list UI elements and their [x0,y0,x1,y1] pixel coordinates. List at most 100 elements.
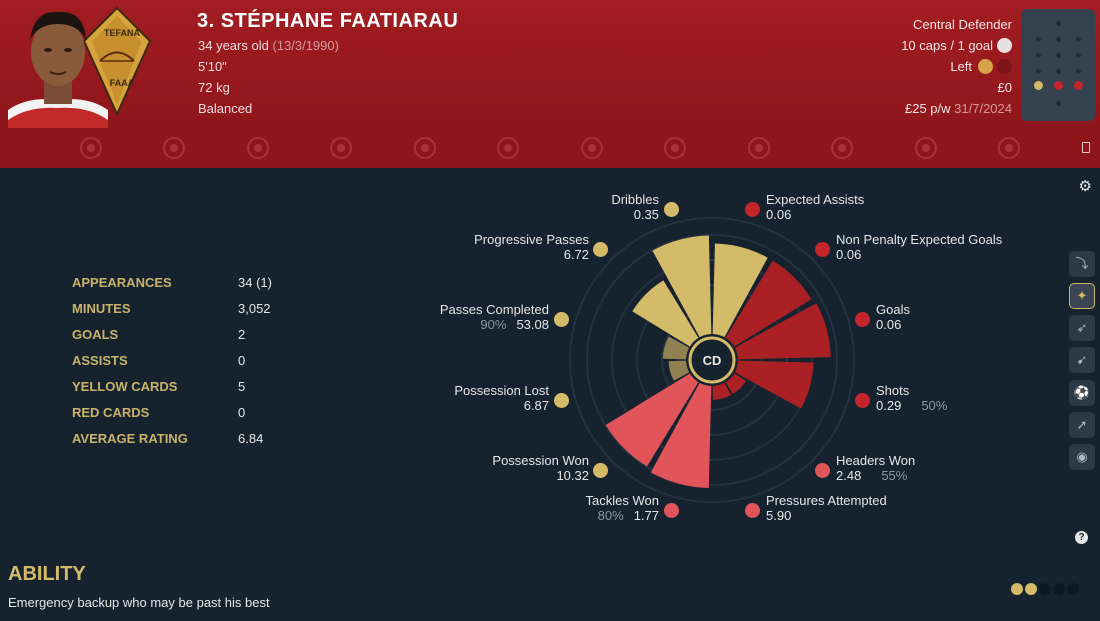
segment-name: Goals [876,302,910,317]
segment-name: Progressive Passes [474,232,589,247]
segment-name: Dribbles [611,192,659,207]
position-dot-dr [1074,81,1083,90]
segment-dot [664,503,679,518]
segment-pct: 55% [881,468,908,483]
side-view-dribble-icon[interactable]: ⚽ [1069,380,1095,406]
ability-rating [1011,582,1081,600]
tab-helmet-icon[interactable] [581,137,603,159]
radar-label-goals: Goals 0.06 [876,302,910,332]
list-icon[interactable] [1082,142,1090,153]
gear-icon[interactable]: ⚙ [1078,178,1092,195]
help-icon[interactable]: ? [1075,531,1088,544]
stat-value: 2 [238,327,246,342]
ability-description: Emergency backup who may be past his bes… [8,595,270,610]
segment-dot [745,202,760,217]
radar-label-shots: Shots 0.29 50% [876,383,947,413]
radar-wedge [650,382,712,489]
segment-name: Tackles Won [585,493,659,508]
segment-name: Headers Won [836,453,916,468]
svg-text:TEFANA: TEFANA [104,28,141,38]
player-value: £0 [997,80,1012,95]
ability-star [1067,583,1079,595]
tab-tackle-icon[interactable] [748,137,770,159]
profile-tabs-bar [0,128,1100,168]
segment-name: Possession Won [492,453,589,468]
segment-value: 0.29 [876,398,902,413]
ability-star [1025,583,1037,595]
ability-star [1011,583,1023,595]
player-contract-row: £25 p/w 31/7/2024 [905,101,1012,116]
player-foot-row: Left [950,59,1012,74]
player-age-row: 34 years old (13/3/1990) [198,38,339,53]
radar-label-progressive-passes: Progressive Passes 6.72 [474,232,589,262]
segment-value: 0.06 [876,317,902,332]
segment-value: 0.06 [836,247,862,262]
segment-name: Pressures Attempted [766,493,887,508]
club-crest: TEFANA FAAA [82,6,152,116]
tab-ram-icon[interactable] [998,137,1020,159]
side-view-run-icon[interactable]: ➹ [1069,347,1095,373]
player-height: 5'10" [198,59,227,74]
position-pitch[interactable] [1021,9,1095,121]
player-wage: £25 p/w [904,101,951,116]
segment-dot [855,393,870,408]
segment-pct: 50% [921,398,948,413]
side-view-tackle-icon[interactable]: ⤵ [1069,251,1095,277]
tab-target-icon[interactable] [915,137,937,159]
segment-dot [664,202,679,217]
segment-dot [855,312,870,327]
stat-label: RED CARDS [72,405,150,420]
radar-label-npxg: Non Penalty Expected Goals 0.06 [836,232,1002,262]
radar-label-possession-won: Possession Won 10.32 [492,453,589,483]
center-badge [688,336,736,384]
segment-dot [815,242,830,257]
radar-wedge [662,336,690,360]
radar-wedge [712,382,732,400]
nation-flag-icon [997,38,1012,53]
radar-ring [636,284,788,436]
segment-name: Non Penalty Expected Goals [836,232,1003,247]
radar-label-dribbles: Dribbles 0.35 [611,192,659,222]
segment-pct: 90% [480,317,507,332]
stat-label: GOALS [72,327,119,342]
player-foot: Left [950,59,972,74]
segment-name: Expected Assists [766,192,865,207]
radar-label-passes-completed: Passes Completed 90% 53.08 [440,302,549,332]
segment-pct: 80% [597,508,624,523]
position-dot-dl [1034,81,1043,90]
player-age: 34 years old [198,38,269,53]
segment-value: 6.72 [563,247,589,262]
ability-title: ABILITY [8,563,86,585]
radar-wedge [632,280,699,347]
tab-anchor-icon[interactable] [80,137,102,159]
side-view-shoot-icon[interactable]: ➚ [1069,412,1095,438]
side-view-keeper-icon[interactable]: ◉ [1069,444,1095,470]
tab-wave-icon[interactable] [831,137,853,159]
player-position: Central Defender [913,17,1012,32]
radar-wedge [725,373,747,395]
side-view-kick-icon[interactable]: ➶ [1069,315,1095,341]
segment-dot [745,503,760,518]
stat-label: ASSISTS [72,353,128,368]
radar-label-possession-lost: Possession Lost 6.87 [454,383,549,413]
ability-star [1039,583,1051,595]
tab-sun-icon[interactable] [664,137,686,159]
segment-dot [815,463,830,478]
stat-label: APPEARANCES [72,275,172,290]
tab-eye-icon[interactable] [414,137,436,159]
side-view-defender-icon[interactable]: ✦ [1069,283,1095,309]
segment-value: 53.08 [516,317,549,332]
tab-card-icon[interactable] [163,137,185,159]
stat-label: YELLOW CARDS [72,379,178,394]
stat-value: 6.84 [238,431,264,446]
segment-value: 6.87 [523,398,549,413]
segment-dot [593,463,608,478]
stat-value: 0 [238,405,246,420]
tab-brain-icon[interactable] [247,137,269,159]
tab-tools-icon[interactable] [330,137,352,159]
player-caps-row: 10 caps / 1 goal [901,38,1012,53]
tab-boot-icon[interactable] [497,137,519,159]
stat-label: AVERAGE RATING [72,431,188,446]
segment-value: 0.06 [766,207,792,222]
contract-end: 31/7/2024 [954,101,1012,116]
